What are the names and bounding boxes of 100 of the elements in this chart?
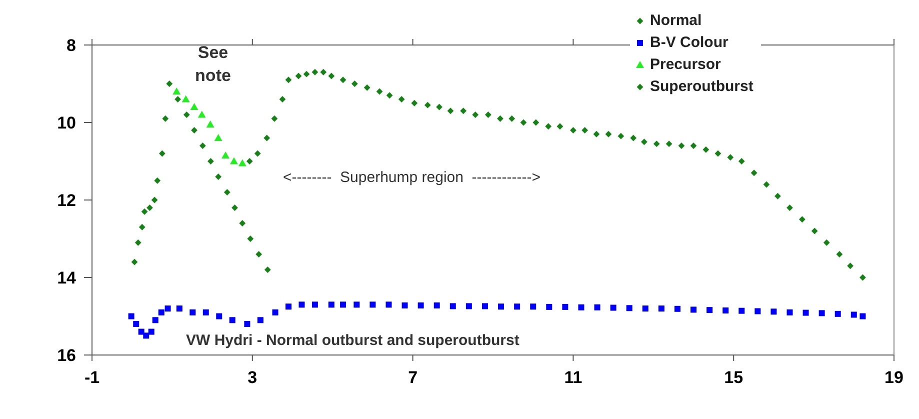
point: [386, 302, 392, 308]
point: [847, 262, 854, 270]
x-tick-label: 7: [408, 368, 418, 388]
point: [199, 142, 206, 149]
point: [460, 108, 467, 114]
point: [206, 120, 214, 128]
point: [148, 328, 154, 335]
point: [482, 303, 488, 310]
point: [722, 307, 729, 314]
point: [376, 88, 383, 95]
point: [214, 134, 222, 141]
point: [295, 72, 302, 80]
point: [354, 302, 360, 308]
point: [143, 332, 150, 339]
point: [229, 317, 236, 324]
point: [285, 304, 292, 310]
point: [162, 115, 169, 122]
point: [818, 310, 825, 316]
point: [666, 140, 672, 148]
point: [714, 150, 722, 157]
point: [238, 159, 246, 166]
point: [418, 302, 424, 308]
point: [134, 239, 142, 246]
point: [594, 304, 600, 310]
point: [630, 134, 637, 142]
point: [578, 304, 584, 310]
point: [605, 130, 612, 138]
point: [312, 302, 318, 308]
point: [786, 309, 793, 316]
point: [860, 313, 866, 320]
point: [424, 102, 431, 108]
point: [811, 228, 818, 234]
point: [176, 306, 182, 312]
point: [232, 204, 238, 211]
point: [340, 302, 346, 308]
point: [447, 108, 454, 114]
legend-label: Superoutburst: [650, 77, 754, 97]
point: [786, 204, 793, 211]
point: [131, 258, 138, 266]
point: [246, 158, 253, 164]
point: [556, 123, 564, 130]
point: [411, 100, 418, 106]
point: [146, 204, 153, 211]
x-tick-label: 3: [248, 368, 258, 388]
point: [626, 305, 632, 312]
point: [215, 174, 222, 180]
point: [207, 158, 214, 164]
point: [593, 130, 600, 138]
point: [508, 115, 516, 122]
point: [190, 309, 196, 316]
point: [823, 239, 830, 246]
point: [271, 115, 278, 122]
point: [272, 309, 278, 316]
point: [498, 304, 504, 310]
point: [850, 312, 857, 318]
point: [172, 88, 181, 94]
point: [402, 302, 408, 308]
point: [224, 189, 230, 196]
point: [798, 216, 806, 223]
point: [582, 127, 588, 134]
point: [706, 307, 713, 314]
point: [166, 80, 173, 87]
point: [754, 308, 761, 314]
point: [216, 313, 222, 320]
point: [164, 306, 171, 312]
annotation: See note: [194, 42, 232, 87]
y-tick-label: 8: [66, 36, 76, 56]
annotation: <-------- Superhump region ------------>: [283, 169, 541, 186]
point: [434, 302, 440, 308]
point: [738, 158, 745, 164]
point: [151, 196, 158, 204]
point: [497, 115, 504, 122]
point: [640, 138, 648, 146]
point: [364, 84, 370, 91]
point: [128, 313, 134, 320]
point: [398, 96, 405, 102]
point: [472, 112, 479, 118]
y-tick-label: 10: [57, 114, 76, 133]
point: [230, 157, 238, 164]
point: [247, 236, 254, 242]
point: [738, 308, 745, 314]
point: [520, 119, 527, 126]
point: [158, 309, 164, 316]
point: [532, 119, 540, 126]
point: [264, 266, 271, 273]
point: [328, 302, 334, 308]
point: [328, 72, 335, 80]
point: [610, 304, 616, 311]
legend-label: B-V Colour: [650, 33, 728, 53]
point: [658, 306, 664, 312]
point: [750, 170, 758, 176]
point: [158, 150, 166, 157]
point: [653, 140, 660, 148]
point: [763, 181, 770, 188]
point: [264, 134, 270, 142]
point: [182, 95, 190, 102]
point: [244, 321, 250, 327]
y-tick-label: 12: [57, 191, 76, 210]
point: [254, 150, 261, 157]
x-tick-label: 19: [884, 368, 904, 388]
